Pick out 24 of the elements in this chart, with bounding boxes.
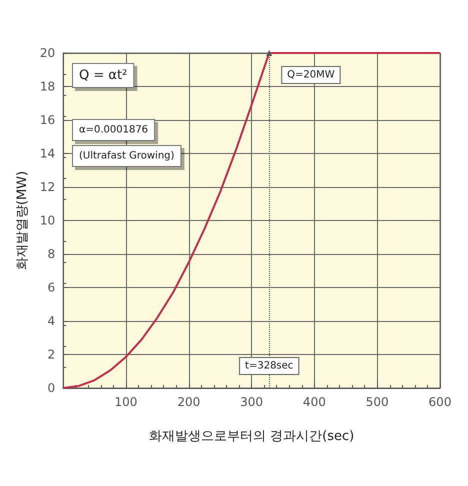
y-tick-label: 0 [48, 381, 56, 395]
y-tick-label: 14 [40, 146, 56, 160]
y-tick-label: 20 [40, 46, 56, 60]
x-tick-label: 500 [366, 395, 389, 409]
annotation: α=0.0001876 [79, 124, 148, 136]
annotation: Q = αt² [79, 68, 128, 83]
x-tick-label: 400 [302, 395, 326, 409]
y-tick-label: 18 [40, 80, 56, 94]
x-tick-label: 200 [177, 395, 200, 409]
y-tick-label: 2 [48, 348, 56, 362]
x-tick-label: 600 [428, 395, 452, 409]
annotation: (Ultrafast Growing) [79, 150, 175, 162]
y-tick-label: 16 [40, 113, 56, 127]
x-tick-label: 100 [114, 395, 138, 409]
x-axis-title: 화재발생으로부터의 경과시간(sec) [148, 429, 354, 444]
annotation: Q=20MW [287, 70, 335, 80]
y-tick-label: 4 [48, 314, 56, 328]
y-tick-label: 8 [48, 247, 56, 261]
y-tick-label: 6 [48, 280, 56, 294]
x-tick-label: 300 [240, 395, 264, 409]
ref-line-label: t=328sec [245, 360, 294, 372]
y-tick-label: 12 [40, 180, 56, 194]
y-axis-title: 화재발열량(MW) [15, 170, 30, 270]
y-tick-label: 10 [40, 214, 56, 228]
